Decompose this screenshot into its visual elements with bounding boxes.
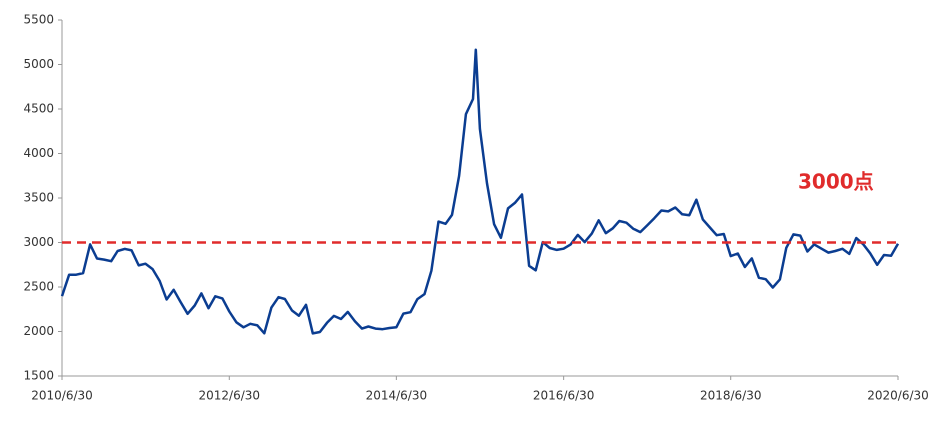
y-tick-label: 4000 (23, 146, 54, 160)
x-tick-label: 2012/6/30 (199, 389, 261, 403)
y-tick-label: 3000 (23, 235, 54, 249)
y-tick-label: 4500 (23, 102, 54, 116)
x-tick-label: 2010/6/30 (31, 389, 93, 403)
y-tick-label: 5500 (23, 13, 54, 27)
y-tick-label: 1500 (23, 369, 54, 383)
y-tick-label: 5000 (23, 57, 54, 71)
y-tick-label: 3500 (23, 191, 54, 205)
annotation: 3000点 (798, 170, 874, 194)
x-tick-label: 2016/6/30 (533, 389, 595, 403)
y-tick-label: 2000 (23, 324, 54, 338)
x-tick-label: 2020/6/30 (867, 389, 929, 403)
x-tick-label: 2018/6/30 (700, 389, 762, 403)
y-tick-label: 2500 (23, 280, 54, 294)
x-tick-label: 2014/6/30 (366, 389, 428, 403)
price-line (60, 48, 900, 335)
